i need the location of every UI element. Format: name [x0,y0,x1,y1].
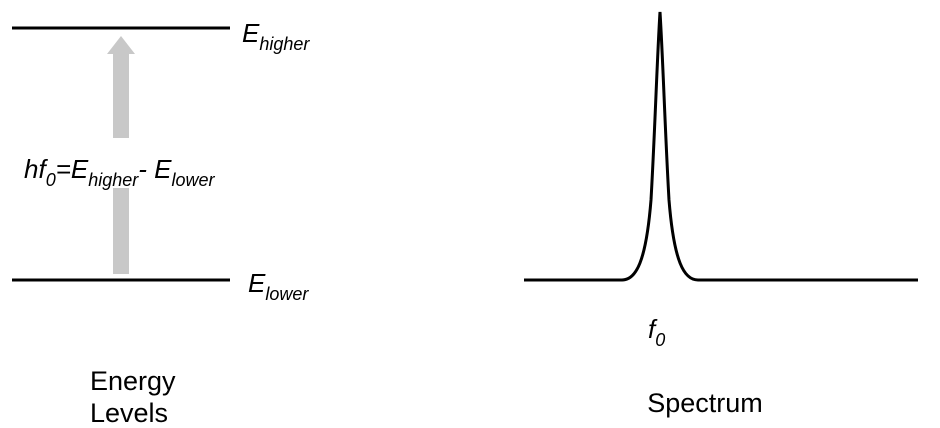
caption: Levels [90,398,168,428]
symbol: E [242,18,260,48]
transition-arrow [107,36,135,274]
symbol: E [248,268,266,298]
subscript: lower [265,284,309,304]
symbol: f [648,314,658,344]
eq-sub: 0 [46,170,56,190]
eq-part: E [154,154,172,184]
eq-part: hf [24,154,48,184]
caption: Energy [90,366,176,396]
eq-part: E [71,154,89,184]
transition-equation: hf0=Ehigher- Elower [24,154,216,190]
eq-part: - [138,154,154,184]
spectrum-line [524,11,918,282]
peak-label: f0 [648,314,665,350]
upper-level-label: Ehigher [242,18,310,54]
lower-level-label: Elower [248,268,309,304]
caption: Spectrum [647,388,763,418]
eq-sub: higher [88,170,139,190]
subscript: higher [259,34,310,54]
subscript: 0 [655,330,665,350]
eq-sub: lower [172,170,216,190]
eq-part: = [56,154,71,184]
